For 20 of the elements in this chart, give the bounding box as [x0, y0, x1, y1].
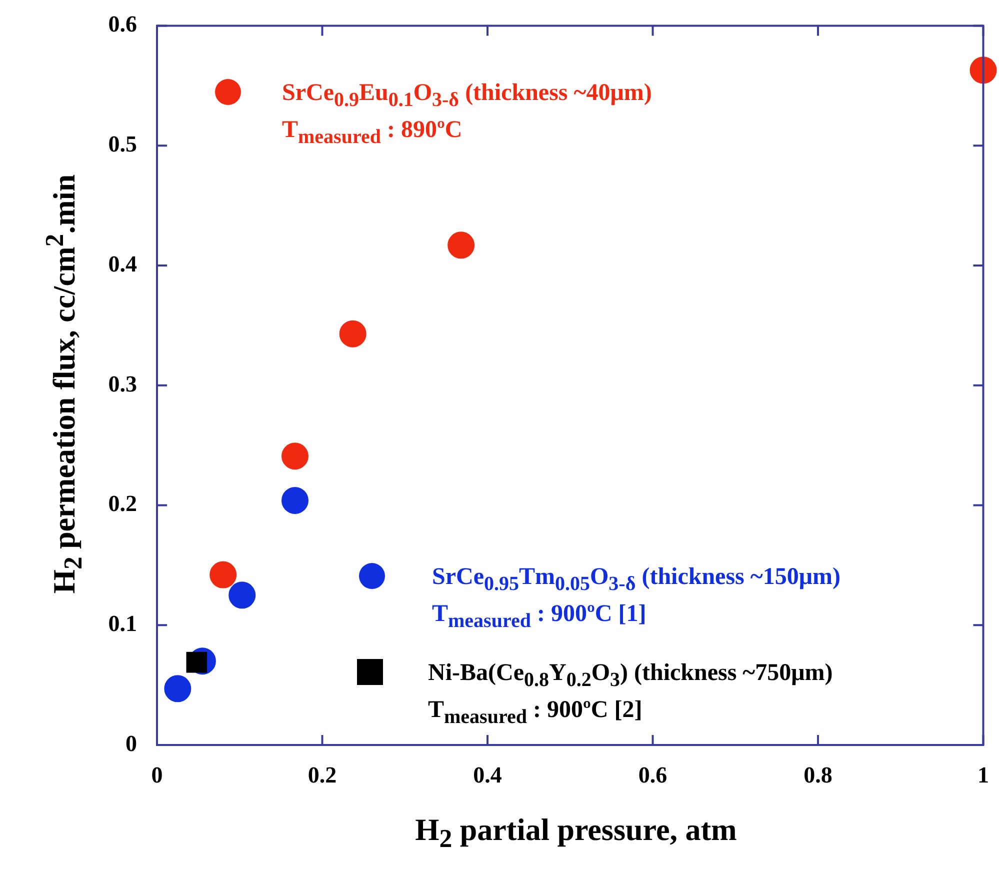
x-tick-label: 1 — [978, 762, 989, 788]
annotation: T$_{measured}$ : 890ºC — [282, 116, 464, 150]
legend-label: SrCe$_{0.95}$Tm$_{0.05}$O$_{3-δ}$ (thickness ~150μm) — [432, 563, 840, 597]
x-axis-title: H$_{2}$ partial pressure, atm — [414, 812, 738, 854]
y-tick-label: 0.5 — [108, 132, 137, 157]
x-tick-label: 0.2 — [308, 762, 337, 788]
x-tick-label: 0.8 — [804, 762, 832, 788]
y-tick-label: 0 — [126, 730, 137, 756]
y-tick-label: 0.3 — [108, 371, 137, 396]
annotation: T$_{measured}$ : 900ºC [1] — [432, 600, 648, 634]
x-tick-label: 0.6 — [638, 762, 668, 788]
legend-label: SrCe$_{0.9}$Eu$_{0.1}$O$_{3-δ}$ (thickness ~40μm) — [282, 79, 652, 113]
annotation: T$_{measured}$ : 900ºC [2] — [428, 696, 644, 730]
x-tick-label: 0 — [151, 762, 163, 788]
y-tick-label: 0.1 — [108, 611, 137, 636]
x-tick-label: 0.4 — [473, 762, 502, 788]
y-tick-label: 0.4 — [108, 251, 138, 276]
y-tick-label: 0.6 — [108, 12, 137, 37]
y-tick-label: 0.2 — [108, 491, 137, 516]
legend-label: Ni-Ba(Ce$_{0.8}$Y$_{0.2}$O$_{3}$) (thickness ~750μm) — [428, 659, 833, 693]
